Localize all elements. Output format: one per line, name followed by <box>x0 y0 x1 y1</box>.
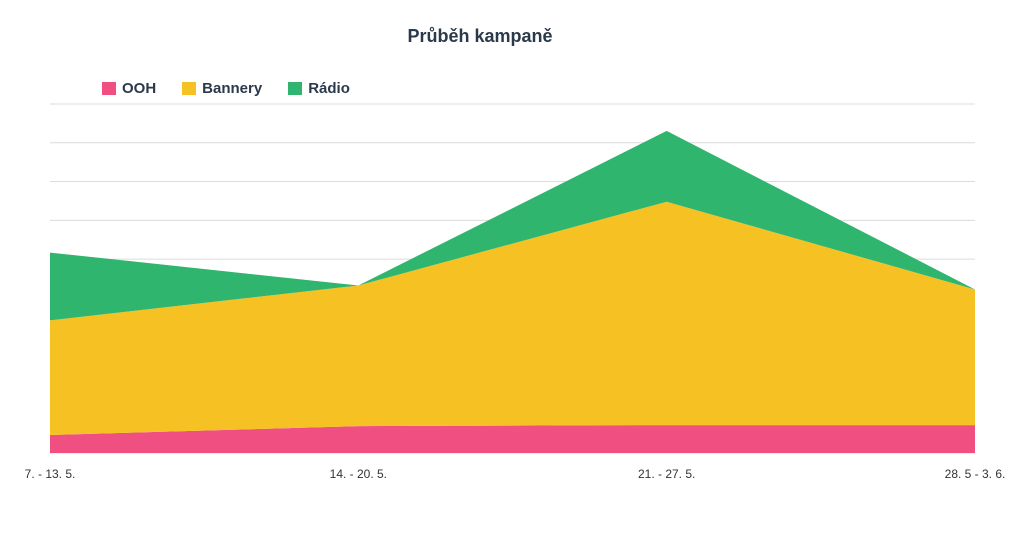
legend: OOH Bannery Rádio <box>102 80 376 97</box>
area-series-r-dio[interactable] <box>50 130 975 321</box>
chart-title: Průběh kampaně <box>407 26 553 46</box>
legend-label-radio: Rádio <box>308 80 350 97</box>
legend-label-bannery: Bannery <box>202 80 263 97</box>
area-series-ooh[interactable] <box>50 425 975 453</box>
legend-swatch-bannery <box>182 82 197 95</box>
x-axis-ticks: 7. - 13. 5. 14. - 20. 5. 21. - 27. 5. 28. 5… <box>25 467 1006 481</box>
area-series-bannery[interactable] <box>50 201 975 436</box>
stacked-areas <box>50 130 975 453</box>
legend-item-ooh[interactable]: OOH <box>102 80 156 97</box>
legend-item-bannery[interactable]: Bannery <box>182 80 262 97</box>
x-tick-label: 21. - 27. 5. <box>638 467 695 481</box>
x-tick-label: 14. - 20. 5. <box>330 467 387 481</box>
legend-item-radio[interactable]: Rádio <box>288 80 350 97</box>
legend-label-ooh: OOH <box>122 80 157 97</box>
legend-swatch-radio <box>288 82 303 95</box>
legend-swatch-ooh <box>102 82 116 95</box>
x-tick-label: 7. - 13. 5. <box>25 467 76 481</box>
x-tick-label: 28. 5 - 3. 6. <box>945 467 1006 481</box>
